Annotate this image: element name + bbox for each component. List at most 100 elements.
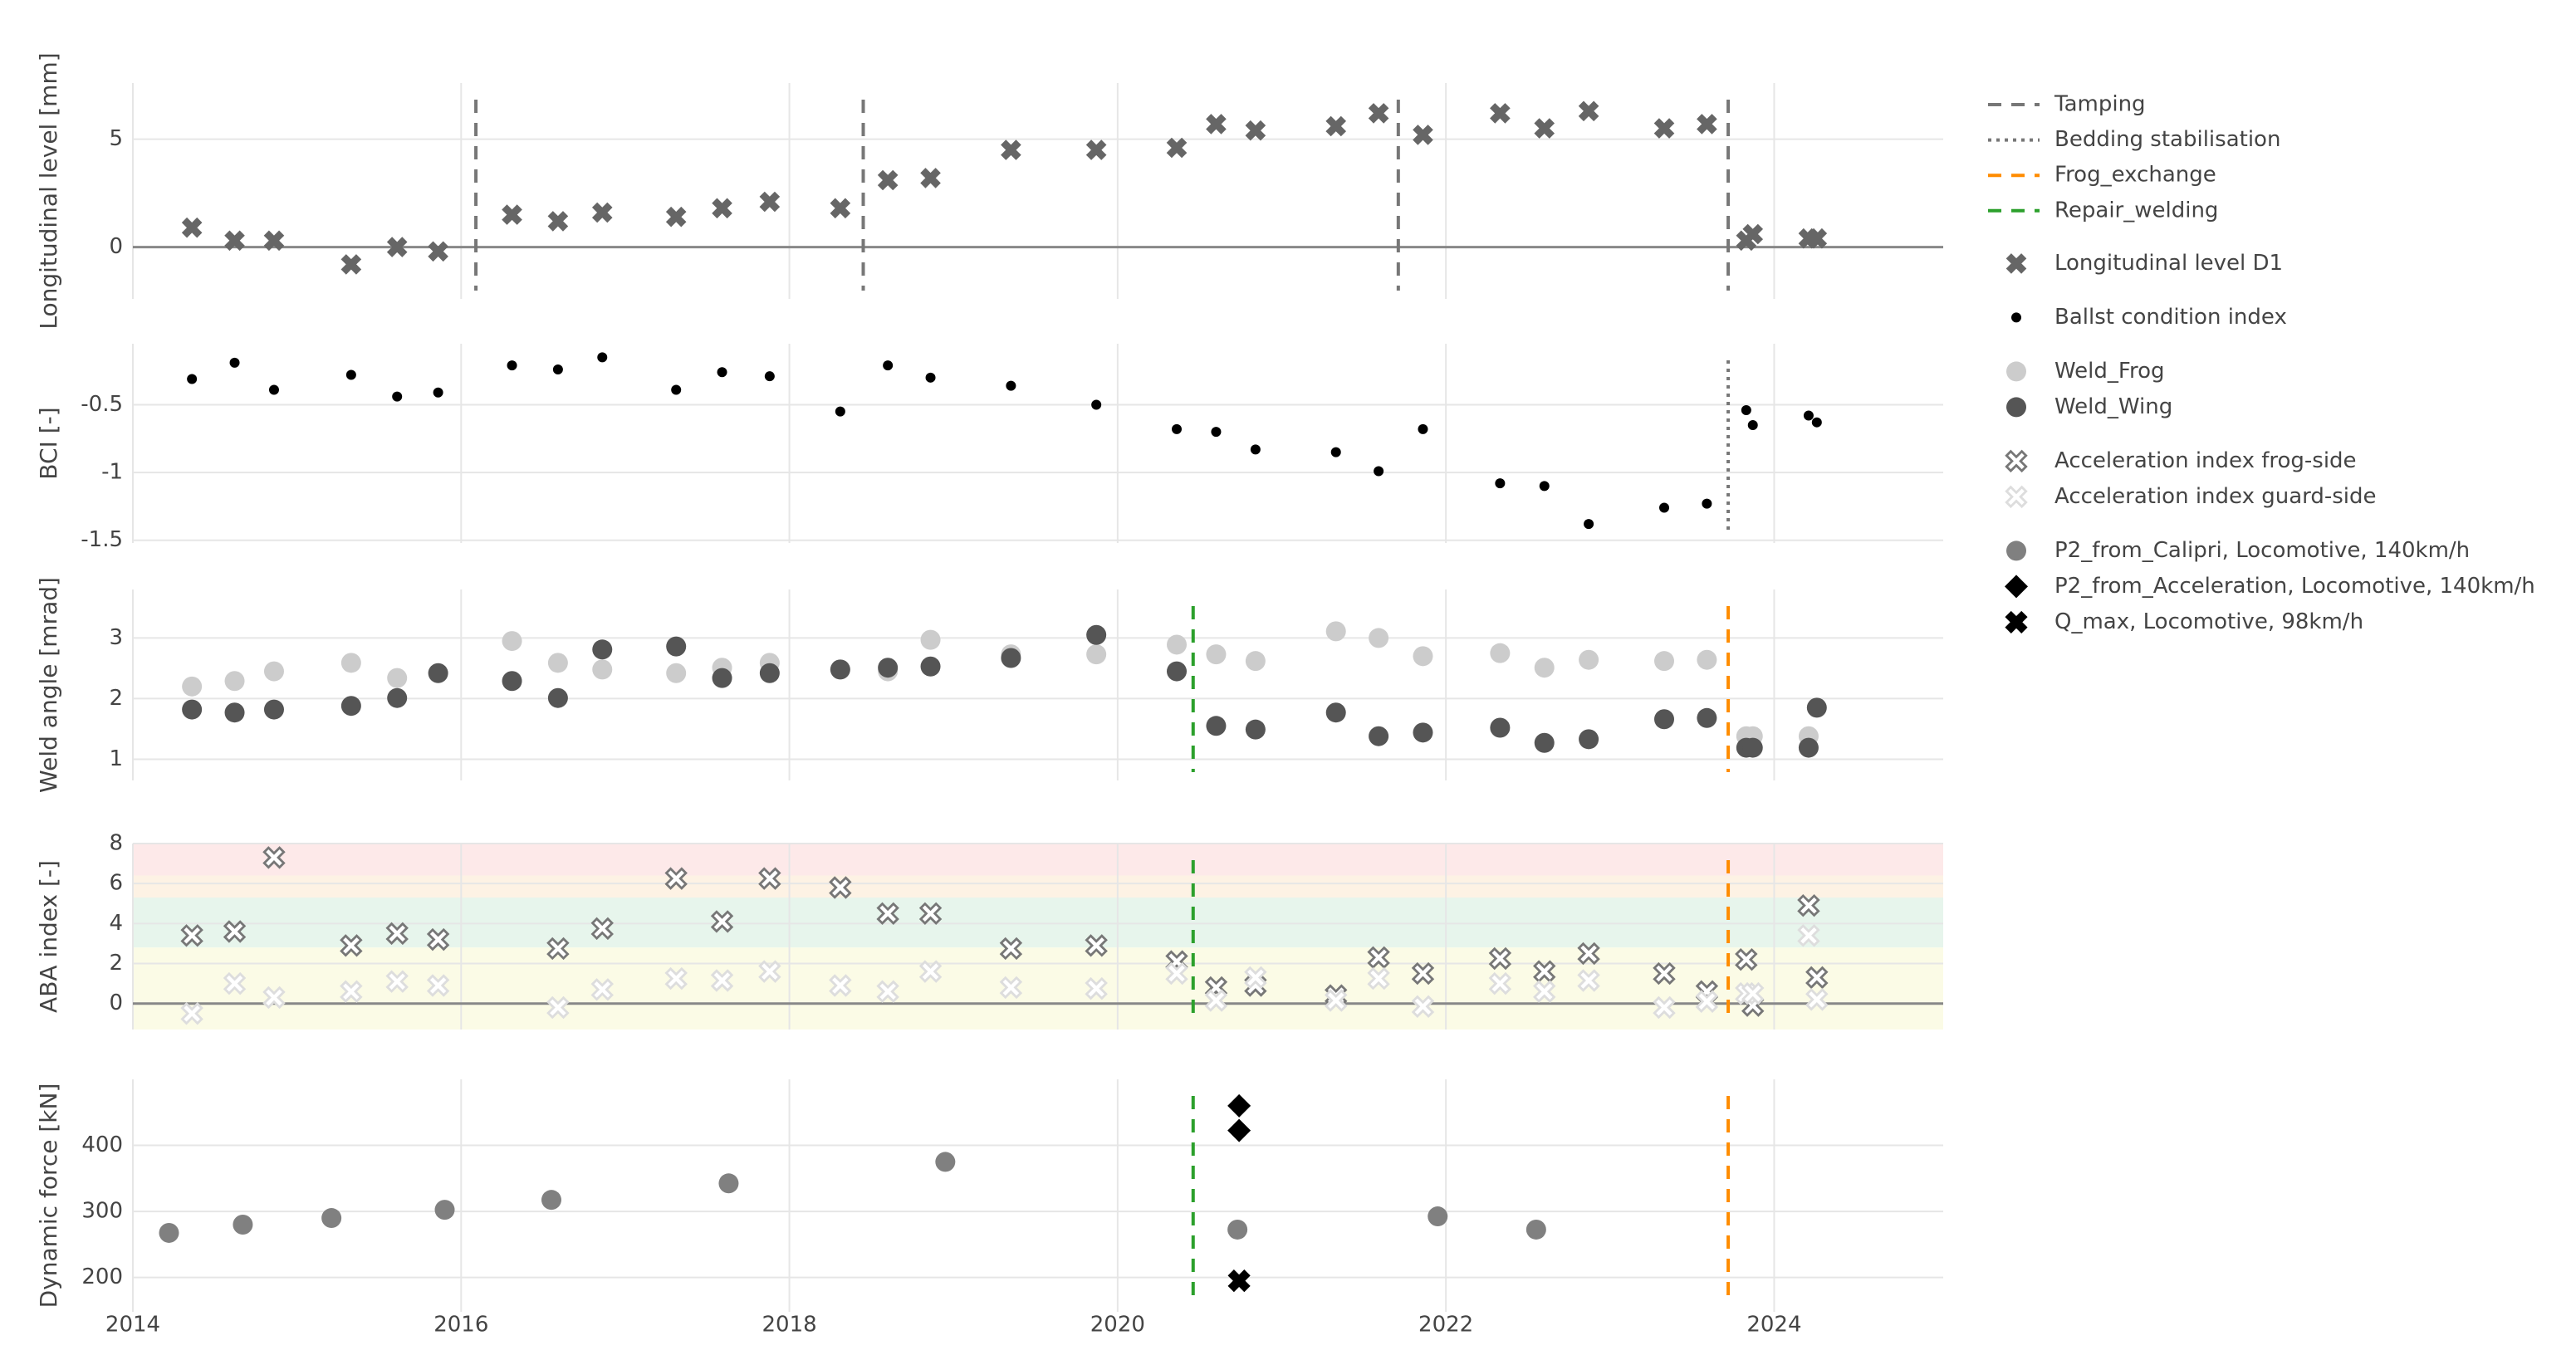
data-point xyxy=(1369,628,1389,648)
data-point xyxy=(1526,1219,1546,1240)
data-point xyxy=(547,687,568,708)
data-point xyxy=(918,960,943,983)
data-point xyxy=(1654,651,1675,672)
data-point xyxy=(830,198,851,219)
data-point xyxy=(224,671,245,692)
data-point xyxy=(1702,498,1712,509)
data-point xyxy=(1413,646,1433,667)
data-point xyxy=(1206,114,1227,135)
legend-marker xyxy=(2011,312,2021,323)
data-point xyxy=(1695,990,1719,1013)
data-point xyxy=(1490,643,1511,663)
data-point xyxy=(1001,648,1021,668)
data-point xyxy=(758,867,781,890)
data-point xyxy=(392,391,403,402)
data-point xyxy=(1577,942,1600,966)
legend-label: Weld_Wing xyxy=(2054,394,2172,419)
data-point xyxy=(666,663,687,683)
data-point xyxy=(835,406,845,417)
data-point xyxy=(710,969,734,992)
legend-marker xyxy=(2005,253,2027,274)
data-point xyxy=(233,1215,253,1235)
y-tick-label: 2 xyxy=(109,951,123,976)
data-point xyxy=(1006,380,1016,391)
data-point xyxy=(1579,649,1599,670)
data-point xyxy=(1697,114,1717,135)
data-point xyxy=(547,653,568,673)
data-point xyxy=(507,360,517,371)
data-point xyxy=(1206,716,1227,736)
data-point xyxy=(876,980,899,1003)
data-point xyxy=(717,367,727,378)
data-point xyxy=(428,663,448,683)
data-point xyxy=(1227,1219,1248,1240)
data-point xyxy=(1374,466,1384,477)
data-point xyxy=(502,631,522,652)
data-point xyxy=(1747,419,1758,430)
data-point xyxy=(386,237,408,257)
data-point xyxy=(187,374,198,384)
data-point xyxy=(829,974,852,997)
data-point xyxy=(1325,989,1348,1012)
data-point xyxy=(263,699,284,720)
legend-label: Weld_Frog xyxy=(2054,359,2165,384)
x-tick-label: 2014 xyxy=(105,1313,160,1338)
data-point xyxy=(340,254,362,275)
data-point xyxy=(918,902,943,926)
y-tick-label: 2 xyxy=(109,686,123,711)
data-point xyxy=(434,1200,455,1220)
data-point xyxy=(1534,732,1555,753)
data-point xyxy=(1085,934,1108,957)
data-point xyxy=(1085,976,1108,1000)
legend-label: Tamping xyxy=(2054,92,2146,117)
data-point xyxy=(1428,1206,1448,1227)
data-point xyxy=(1577,969,1600,992)
data-point xyxy=(1488,971,1512,995)
data-point xyxy=(1697,707,1717,728)
data-point xyxy=(1579,729,1599,750)
data-point xyxy=(1325,702,1346,723)
legend-marker xyxy=(2006,361,2026,382)
data-point xyxy=(552,364,563,375)
data-point xyxy=(1086,644,1107,665)
data-point xyxy=(1797,924,1820,947)
data-point xyxy=(547,211,569,232)
data-point xyxy=(1167,661,1188,682)
data-point xyxy=(1367,966,1390,990)
data-point xyxy=(1495,478,1506,489)
data-point xyxy=(1742,223,1764,245)
legend-label: P2_from_Calipri, Locomotive, 140km/h xyxy=(2054,538,2470,563)
data-point xyxy=(712,668,732,688)
data-point xyxy=(182,676,203,697)
y-axis-title: Weld angle [mrad] xyxy=(35,577,62,793)
data-point xyxy=(592,659,613,680)
data-point xyxy=(759,663,780,683)
legend-marker xyxy=(2005,575,2028,599)
data-point xyxy=(159,1222,179,1243)
data-point xyxy=(666,636,687,657)
y-tick-label: 6 xyxy=(109,871,123,896)
y-tick-label: -1 xyxy=(101,460,123,485)
data-point xyxy=(268,384,279,395)
data-point xyxy=(1227,1093,1251,1118)
data-point xyxy=(263,661,284,682)
y-tick-label: 8 xyxy=(109,831,123,856)
data-point xyxy=(340,696,361,717)
data-point xyxy=(1742,737,1763,758)
data-point xyxy=(590,917,614,941)
data-point xyxy=(1245,651,1266,672)
data-point xyxy=(710,910,734,933)
legend-label: Ballst condition index xyxy=(2054,305,2287,330)
data-point xyxy=(1806,697,1827,718)
data-point xyxy=(591,202,613,223)
legend-marker xyxy=(2006,540,2026,561)
data-point xyxy=(1418,423,1428,434)
y-axis-title: BCI [-] xyxy=(35,407,62,479)
data-point xyxy=(1413,722,1433,743)
data-point xyxy=(181,217,203,238)
x-tick-label: 2018 xyxy=(762,1313,816,1338)
data-point xyxy=(1488,946,1512,971)
x-tick-label: 2020 xyxy=(1090,1313,1145,1338)
data-point xyxy=(920,168,941,188)
